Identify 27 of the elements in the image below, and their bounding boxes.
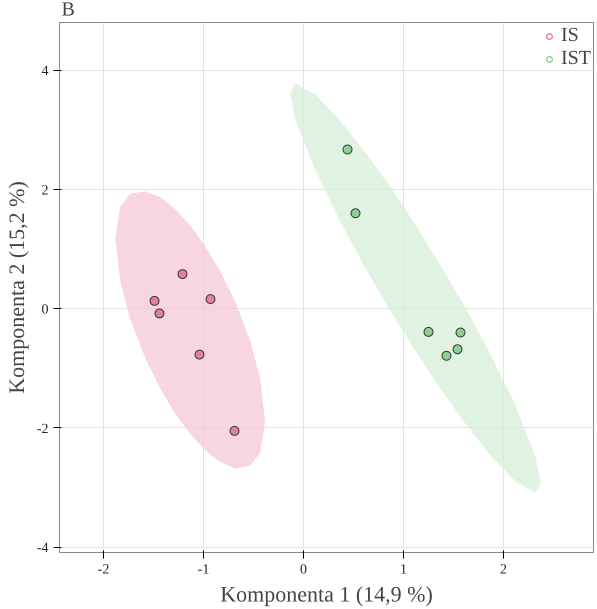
point xyxy=(452,344,462,354)
x-tick-label: 2 xyxy=(500,562,507,578)
x-axis-title: Komponenta 1 (14,9 %) xyxy=(220,582,433,606)
y-tick-label: 2 xyxy=(42,183,48,198)
x-tick-label: -2 xyxy=(98,562,110,578)
point xyxy=(342,144,352,154)
point xyxy=(350,208,360,218)
y-tick-label: 0 xyxy=(42,302,48,318)
legend-label: IS xyxy=(561,24,580,47)
y-tick-label: -4 xyxy=(36,541,49,556)
point xyxy=(178,269,188,280)
point xyxy=(154,308,164,318)
point xyxy=(206,294,216,304)
point xyxy=(456,328,466,338)
point xyxy=(230,426,240,436)
y-tick-label: 4 xyxy=(42,64,48,80)
x-tick-label: 0 xyxy=(300,562,307,578)
y-axis-title: Komponenta 2 (15,2 %) xyxy=(4,181,29,394)
text: B xyxy=(62,0,75,20)
point xyxy=(424,326,434,337)
y-tick-label: -2 xyxy=(36,422,49,437)
point xyxy=(194,350,204,360)
point xyxy=(442,350,452,361)
point xyxy=(150,296,160,306)
legend-label: IST xyxy=(561,47,591,70)
x-tick-label: 1 xyxy=(400,562,407,578)
x-tick-label: -1 xyxy=(198,562,210,578)
